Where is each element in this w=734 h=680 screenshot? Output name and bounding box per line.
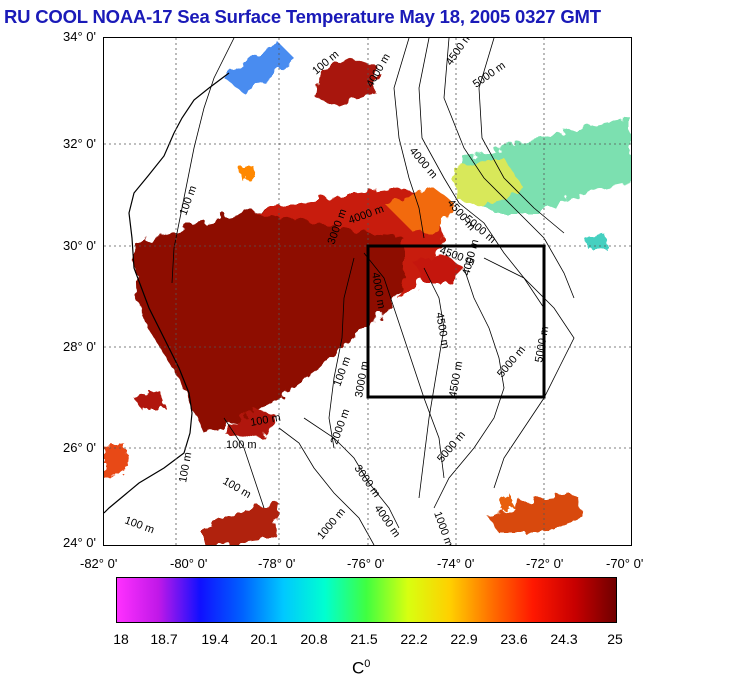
lat-label: 32° 0' (63, 136, 96, 151)
unit-superscript: 0 (364, 658, 371, 670)
contour-label: 5000 m (533, 325, 551, 363)
colorbar-tick-label: 19.4 (201, 631, 229, 647)
coastline (104, 72, 230, 514)
lon-label: -80° 0' (170, 556, 208, 571)
sst-warm-mass (134, 206, 414, 433)
contour-label: 1000 m (315, 506, 348, 542)
contour-label: 100 m (249, 412, 281, 429)
lon-label: -76° 0' (347, 556, 385, 571)
lon-label: -72° 0' (526, 556, 564, 571)
sst-south-patch (204, 503, 279, 545)
bathymetry-contours (171, 38, 575, 545)
contour-label: 100 m (226, 439, 257, 451)
contour-label: 3000 m (352, 463, 383, 500)
lon-label: -82° 0' (80, 556, 118, 571)
contour-label: 2000 m (329, 407, 353, 446)
colorbar-tick-label: 25 (607, 631, 623, 647)
sst-orange-band (384, 188, 454, 233)
colorbar-tick-label: 22.9 (450, 631, 478, 647)
map-title: RU COOL NOAA-17 Sea Surface Temperature … (4, 6, 601, 27)
contour-label: 4000 m (372, 503, 403, 540)
sst-north-patch (316, 58, 379, 106)
lon-label: -70° 0' (606, 556, 644, 571)
contour-label: 1000 m (431, 510, 455, 545)
study-area-box (366, 244, 546, 399)
sst-north-blue (224, 43, 294, 93)
contour-label: 100 m (221, 475, 253, 501)
colorbar-unit: C0 (352, 658, 370, 679)
colorbar-tick-label: 22.2 (400, 631, 428, 647)
sst-data-layer (134, 43, 631, 545)
colorbar-tick-label: 21.5 (350, 631, 378, 647)
lat-label: 30° 0' (63, 238, 96, 253)
lat-label: 24° 0' (63, 535, 96, 550)
colorbar-tick-label: 20.8 (300, 631, 328, 647)
colorbar-tick-label: 24.3 (550, 631, 578, 647)
sst-bahamas-red (224, 408, 279, 438)
lat-label: 34° 0' (63, 29, 96, 44)
sst-map-canvas: 100 m 4000 m 4500 m 5000 m 3000 m 4000 m… (104, 38, 631, 545)
sst-east-red (414, 253, 464, 283)
sst-se-patch (489, 493, 584, 533)
temperature-colorbar (116, 577, 617, 623)
sst-red-band (254, 188, 444, 300)
contour-label: 100 m (178, 184, 200, 217)
contour-label: 100 m (123, 515, 156, 537)
contour-label: 4500 m (447, 360, 465, 398)
lon-label: -78° 0' (258, 556, 296, 571)
sst-map: 100 m 4000 m 4500 m 5000 m 3000 m 4000 m… (103, 37, 632, 546)
sst-speckle-layer (104, 166, 609, 510)
colorbar-tick-label: 23.6 (500, 631, 528, 647)
colorbar-tick-label: 18 (113, 631, 129, 647)
contour-label: 5000 m (471, 60, 508, 91)
contour-label: 4500 m (433, 311, 451, 349)
colorbar-tick-label: 20.1 (250, 631, 278, 647)
lon-label: -74° 0' (437, 556, 475, 571)
lat-label: 28° 0' (63, 339, 96, 354)
contour-label: 4000 m (407, 145, 440, 181)
contour-label: 100 m (177, 451, 194, 483)
colorbar-tick-label: 18.7 (150, 631, 178, 647)
unit-letter: C (352, 658, 365, 678)
lat-label: 26° 0' (63, 440, 96, 455)
contour-label: 100 m (332, 355, 354, 388)
